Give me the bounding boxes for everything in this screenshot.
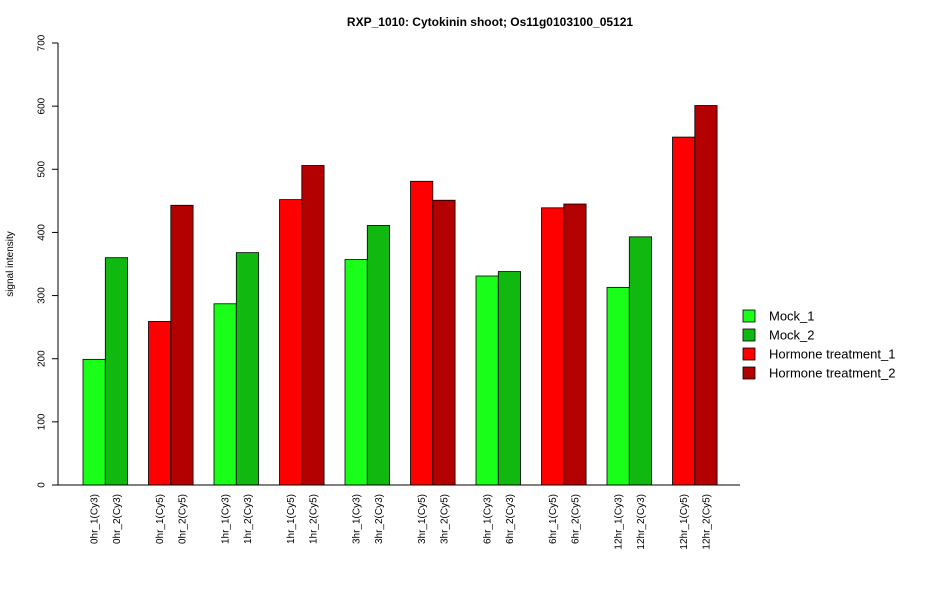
legend-swatch	[742, 347, 756, 361]
bar	[541, 207, 565, 486]
bars	[82, 105, 718, 486]
bar	[694, 105, 718, 486]
bar	[563, 203, 587, 486]
legend: Mock_1 Mock_2 Hormone treatment_1 Hormone t…	[742, 309, 895, 381]
y-tick-label: 400	[37, 224, 48, 241]
bar	[148, 321, 172, 486]
bar	[213, 303, 237, 486]
y-tick-label: 300	[37, 287, 48, 304]
x-tick-label: 0hr_1(Cy3)	[90, 494, 101, 544]
bar	[82, 358, 106, 486]
legend-swatch	[742, 328, 756, 342]
bar	[606, 286, 630, 486]
y-tick-label: 0	[37, 482, 48, 488]
bar	[344, 259, 368, 486]
legend-swatch	[742, 309, 756, 323]
bar	[628, 236, 652, 486]
y-axis-title: signal intensity	[5, 231, 16, 297]
x-tick-label: 0hr_2(Cy5)	[177, 494, 188, 544]
legend-swatch	[742, 366, 756, 380]
bar	[235, 252, 260, 486]
y-tick-label: 200	[37, 350, 48, 367]
legend-label: Mock_2	[769, 328, 815, 343]
x-tick-label: 1hr_1(Cy5)	[286, 494, 297, 544]
x-tick-label: 12hr_1(Cy3)	[614, 494, 625, 550]
y-tick-label: 500	[37, 161, 48, 178]
y-tick-label: 700	[37, 34, 48, 51]
x-tick-labels: 0hr_1(Cy3) 0hr_2(Cy3) 0hr_1(Cy5) 0hr_2(Cy5)…	[90, 494, 713, 550]
x-tick-label: 3hr_2(Cy5)	[439, 494, 450, 544]
x-tick-label: 1hr_2(Cy5)	[308, 494, 319, 544]
bar	[366, 225, 390, 486]
x-tick-label: 6hr_1(Cy3)	[483, 494, 494, 544]
bar	[497, 271, 521, 486]
x-tick-label: 6hr_2(Cy3)	[505, 494, 516, 544]
bar	[301, 165, 325, 486]
bar	[170, 204, 194, 486]
bar	[279, 199, 303, 486]
x-tick-label: 12hr_2(Cy3)	[636, 494, 647, 550]
x-tick-label: 0hr_2(Cy3)	[112, 494, 123, 544]
x-tick-label: 3hr_1(Cy3)	[352, 494, 363, 544]
x-tick-label: 12hr_2(Cy5)	[701, 494, 712, 550]
x-tick-label: 1hr_2(Cy3)	[243, 494, 254, 544]
bar	[410, 180, 434, 486]
bar	[104, 257, 129, 486]
y-tick-label: 600	[37, 97, 48, 114]
bar	[475, 275, 499, 486]
bar	[672, 136, 696, 486]
x-tick-label: 3hr_2(Cy3)	[374, 494, 385, 544]
y-axis: 0 100 200 300 400 500 600 700	[37, 34, 59, 488]
x-tick-label: 12hr_1(Cy5)	[679, 494, 690, 550]
legend-label: Hormone treatment_2	[769, 366, 895, 381]
legend-label: Hormone treatment_1	[769, 347, 895, 362]
x-tick-label: 1hr_1(Cy3)	[221, 494, 232, 544]
x-tick-label: 3hr_1(Cy5)	[417, 494, 428, 544]
x-tick-label: 6hr_2(Cy5)	[570, 494, 581, 544]
y-tick-label: 100	[37, 413, 48, 430]
x-tick-label: 0hr_1(Cy5)	[155, 494, 166, 544]
legend-label: Mock_1	[769, 309, 815, 324]
bar	[432, 199, 456, 486]
chart-title: RXP_1010: Cytokinin shoot; Os11g0103100_…	[347, 15, 633, 29]
x-tick-label: 6hr_1(Cy5)	[548, 494, 559, 544]
